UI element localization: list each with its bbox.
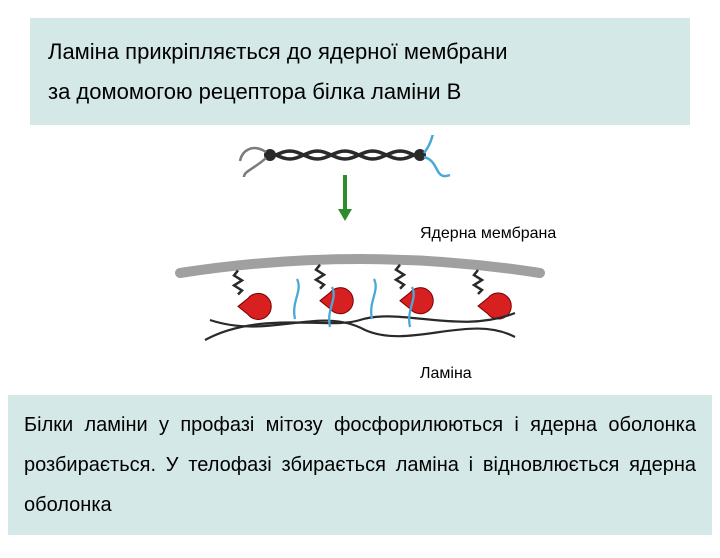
footer-text: Білки ламіни у профазі мітозу фосфорилюю…	[24, 405, 696, 525]
title-line-2: за домомогою рецептора білка ламіни В	[48, 72, 672, 112]
footer-box: Білки ламіни у профазі мітозу фосфорилюю…	[8, 395, 712, 535]
lamina-label: Ламіна	[420, 365, 472, 383]
membrane-label: Ядерна мембрана	[420, 225, 556, 243]
lamina-diagram	[0, 135, 720, 395]
diagram-area: Ядерна мембрана Ламіна	[0, 135, 720, 395]
title-line-1: Ламіна прикріпляється до ядерної мембран…	[48, 32, 672, 72]
title-box: Ламіна прикріпляється до ядерної мембран…	[30, 18, 690, 125]
